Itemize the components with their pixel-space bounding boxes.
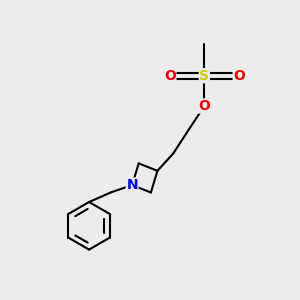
Text: N: N bbox=[126, 178, 138, 192]
Text: O: O bbox=[233, 69, 245, 83]
Text: O: O bbox=[164, 69, 176, 83]
Text: O: O bbox=[199, 99, 210, 113]
Text: S: S bbox=[200, 69, 209, 83]
